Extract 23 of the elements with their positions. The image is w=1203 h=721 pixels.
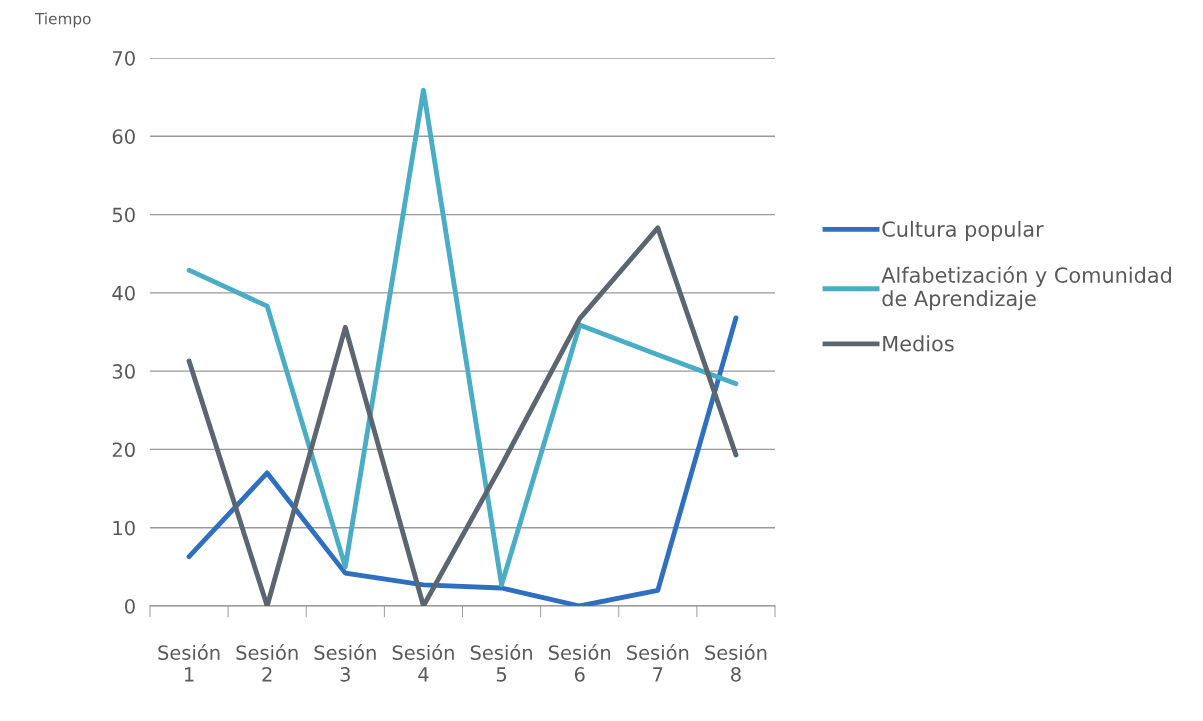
legend-label: Medios (883, 335, 954, 352)
y-axis-title: Tiempo (34, 12, 91, 28)
y-tick-label: 40 (112, 285, 135, 301)
legend-label: Cultura popular (882, 220, 1044, 241)
x-tick-label: Sesión 6 (548, 644, 611, 682)
y-tick-label: 20 (112, 442, 135, 458)
y-tick-label: 10 (113, 520, 135, 536)
x-tick-label: Sesión 5 (470, 644, 532, 682)
x-tick-label: Sesión 2 (236, 644, 298, 682)
y-tick-label: 50 (112, 207, 135, 223)
y-tick-label: 60 (112, 129, 135, 144)
x-tick-label: Sesión 3 (314, 644, 376, 682)
y-tick-label: 30 (112, 364, 135, 379)
x-tick-label: Sesión 4 (392, 644, 454, 682)
legend-label: Alfabetización y Comunidad de Aprendizaje (881, 266, 1171, 311)
x-tick-label: Sesión 1 (158, 644, 220, 682)
y-tick-label: 0 (125, 598, 135, 614)
x-tick-label: Sesión 8 (705, 644, 767, 682)
y-tick-label: 70 (112, 50, 135, 66)
x-tick-label: Sesión 7 (627, 644, 689, 682)
line-series (186, 315, 739, 606)
line-series (186, 87, 739, 588)
line-series (186, 225, 739, 606)
